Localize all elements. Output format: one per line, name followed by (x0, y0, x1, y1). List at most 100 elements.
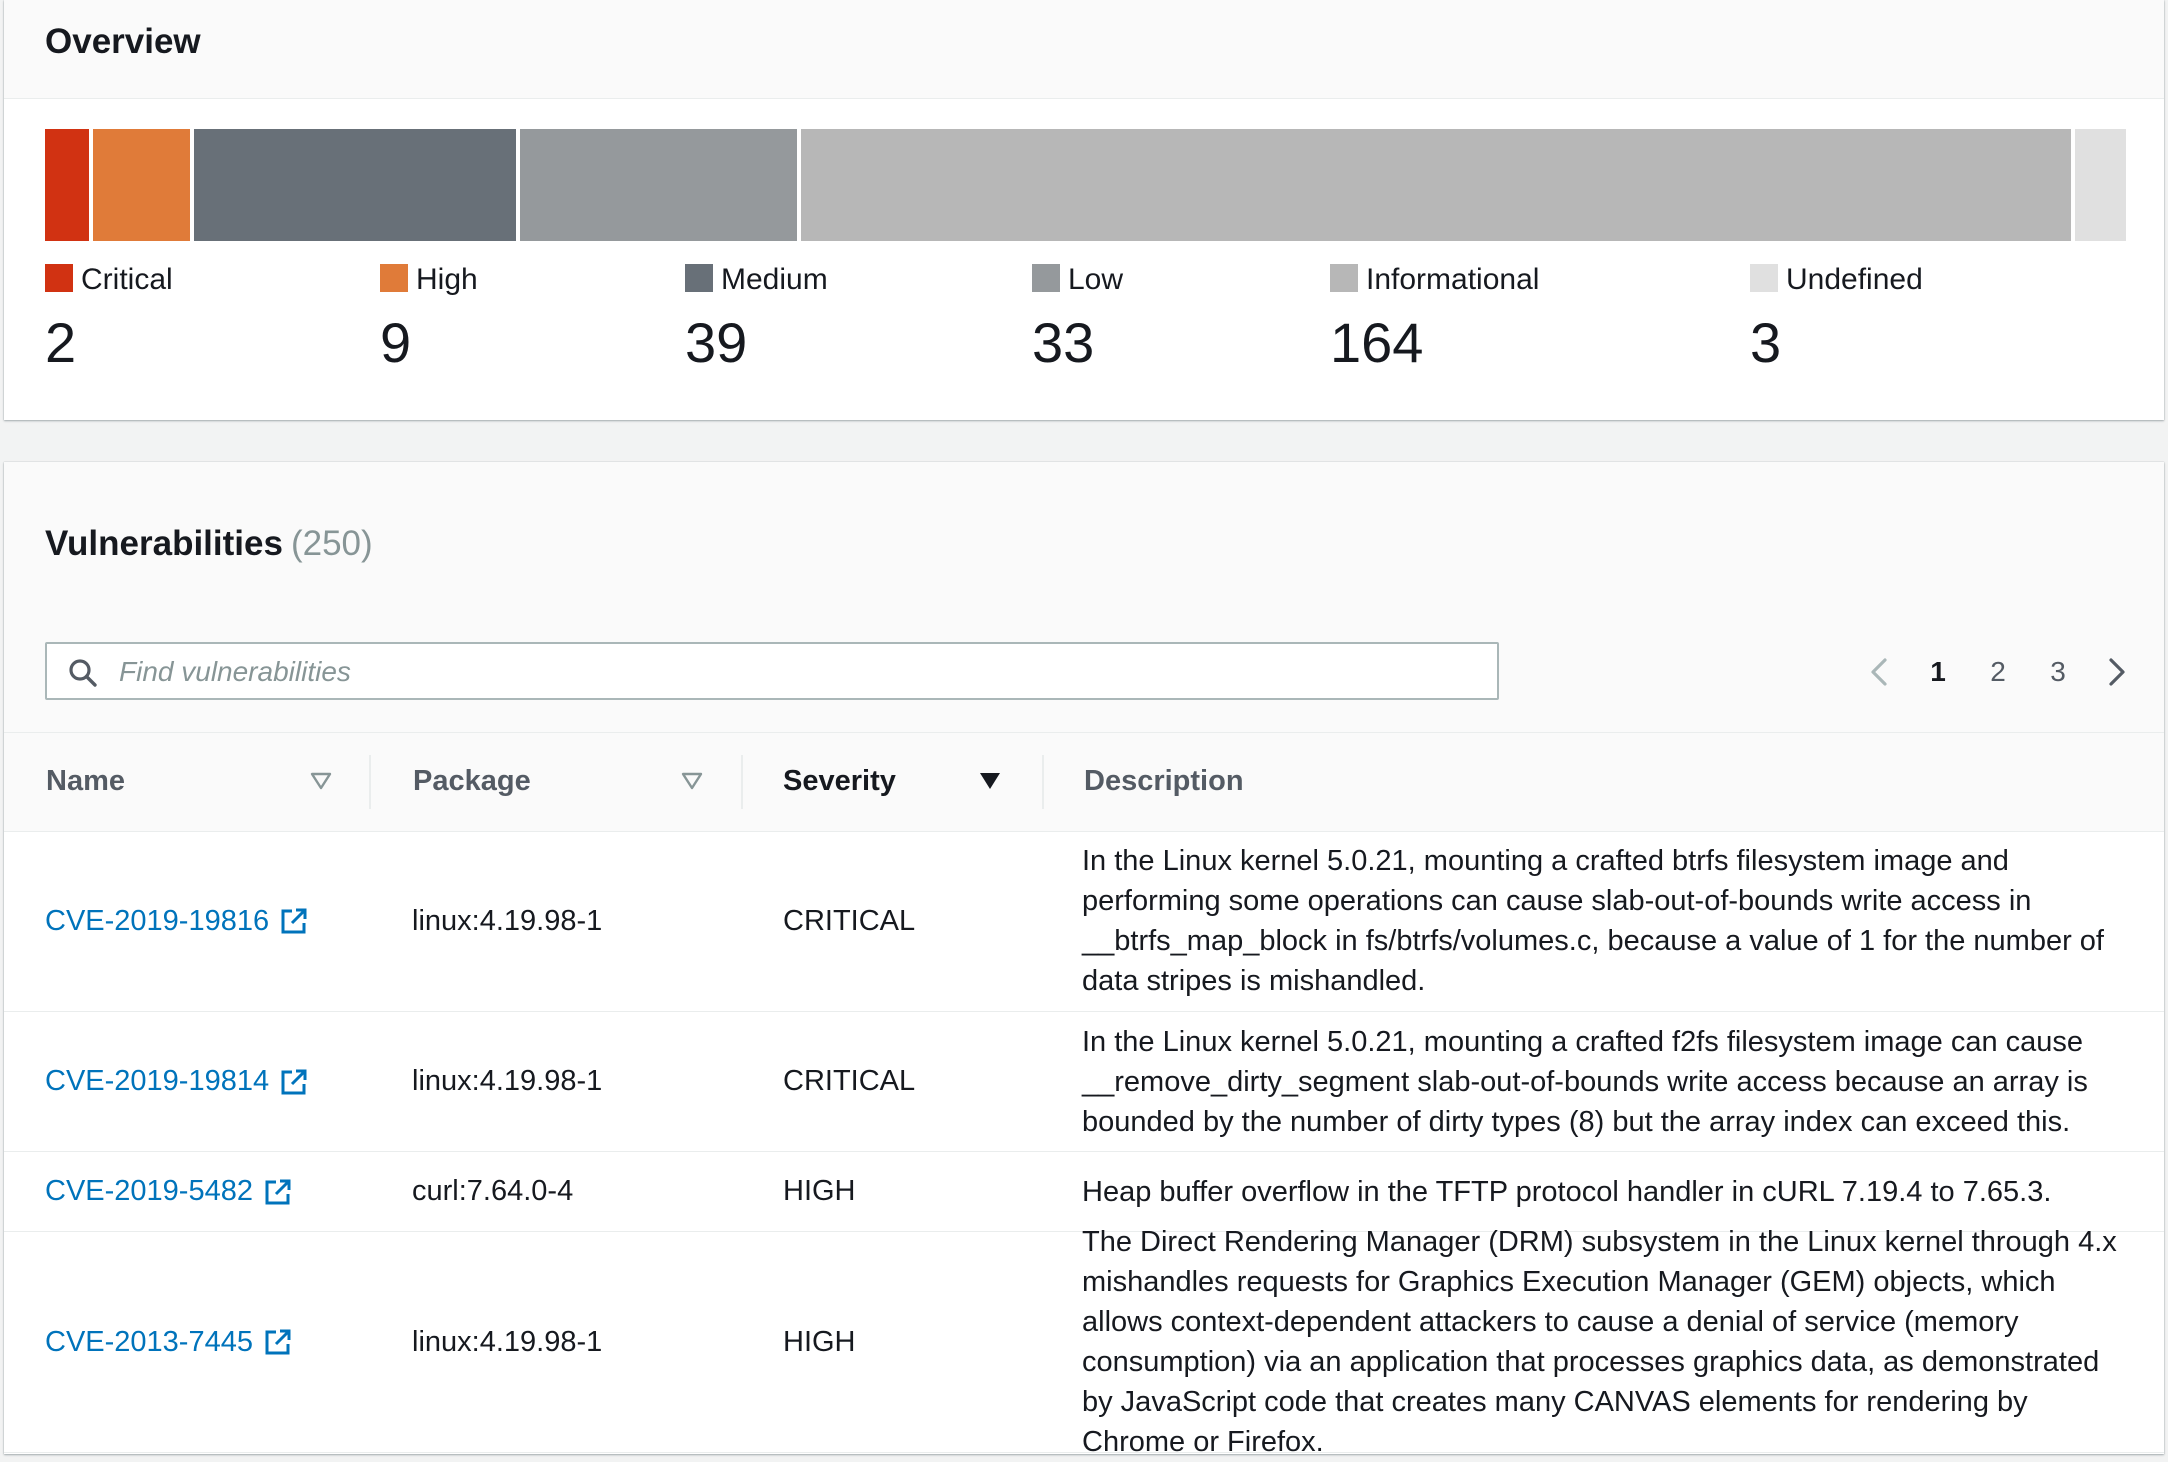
search-box[interactable] (45, 642, 1499, 700)
count-informational: 164 (1330, 311, 1424, 374)
column-header-package[interactable]: Package (371, 733, 741, 831)
package-value: linux:4.19.98-1 (412, 904, 603, 937)
cve-id: CVE-2019-19816 (45, 904, 270, 937)
severity-value: CRITICAL (783, 1065, 916, 1097)
count-undefined: 3 (1750, 311, 1782, 374)
overview-title: Overview (45, 22, 201, 61)
external-link-icon (281, 908, 307, 934)
package-cell: linux:4.19.98-1 (412, 1012, 602, 1151)
description-cell: In the Linux kernel 5.0.21, mounting a c… (1082, 1012, 2122, 1151)
column-label-package: Package (413, 765, 531, 797)
swatch-undefined (1750, 264, 1778, 292)
overview-panel: Overview Critical 2 High 9 Medium 39 Low… (4, 0, 2164, 420)
cve-link[interactable]: CVE-2019-5482 (45, 1175, 293, 1208)
package-cell: curl:7.64.0-4 (412, 1152, 573, 1231)
name-cell: CVE-2019-5482 (45, 1152, 293, 1231)
page-2-button[interactable]: 2 (1990, 656, 2006, 687)
search-icon (69, 659, 97, 687)
search-input[interactable] (117, 646, 1481, 698)
description-text: In the Linux kernel 5.0.21, mounting a c… (1082, 845, 2104, 997)
package-value: linux:4.19.98-1 (412, 1325, 603, 1358)
description-cell: In the Linux kernel 5.0.21, mounting a c… (1082, 831, 2122, 1011)
vulnerabilities-title: Vulnerabilities (250) (45, 522, 373, 566)
column-divider[interactable] (369, 755, 371, 809)
table-row: CVE-2019-5482 curl:7.64.0-4 HIGH Heap bu… (4, 1152, 2164, 1232)
table-row: CVE-2013-7445 linux:4.19.98-1 HIGH The D… (4, 1226, 2164, 1458)
external-link-icon (265, 1329, 291, 1355)
severity-value: HIGH (783, 1325, 856, 1358)
table-row: CVE-2019-19816 linux:4.19.98-1 CRITICAL … (4, 831, 2164, 1012)
severity-bar (45, 129, 2126, 241)
legend-label-low: Low (1068, 263, 1124, 296)
cve-id: CVE-2013-7445 (45, 1325, 253, 1358)
package-value: linux:4.19.98-1 (412, 1065, 603, 1097)
column-header-description: Description (1044, 733, 2144, 831)
sort-descending-icon[interactable] (979, 771, 1001, 791)
sort-caret-icon[interactable] (310, 771, 332, 791)
severity-value: HIGH (783, 1175, 856, 1207)
description-cell: The Direct Rendering Manager (DRM) subsy… (1082, 1226, 2122, 1458)
legend-label-undefined: Undefined (1786, 263, 1923, 296)
description-text: The Direct Rendering Manager (DRM) subsy… (1082, 1226, 2117, 1458)
next-page-icon[interactable] (2098, 654, 2134, 690)
column-divider[interactable] (741, 755, 743, 809)
severity-value: CRITICAL (783, 904, 916, 937)
severity-bar-segment-undefined (2075, 129, 2126, 241)
column-label-description: Description (1084, 765, 1244, 797)
severity-bar-segment-low (520, 129, 797, 241)
cve-id: CVE-2019-19814 (45, 1065, 270, 1097)
column-divider[interactable] (1042, 755, 1044, 809)
swatch-informational (1330, 264, 1358, 292)
vulnerabilities-panel: Vulnerabilities(250) 1 2 3 Name (4, 462, 2164, 1458)
severity-cell: HIGH (783, 1232, 856, 1452)
vulnerabilities-header: Vulnerabilities(250) 1 2 3 (4, 462, 2164, 733)
package-cell: linux:4.19.98-1 (412, 1232, 602, 1452)
vulnerabilities-count: (250) (290, 524, 373, 563)
severity-bar-segment-medium (194, 129, 516, 241)
column-header-severity[interactable]: Severity (743, 733, 1042, 831)
severity-bar-segment-critical (45, 129, 89, 241)
page-1-button[interactable]: 1 (1930, 656, 1946, 687)
description-text: In the Linux kernel 5.0.21, mounting a c… (1082, 1025, 2088, 1138)
description-text: Heap buffer overflow in the TFTP protoco… (1082, 1175, 2052, 1208)
severity-cell: CRITICAL (783, 831, 915, 1011)
swatch-critical (45, 264, 73, 292)
cve-link[interactable]: CVE-2019-19816 (45, 905, 309, 938)
severity-bar-segment-informational (801, 129, 2071, 241)
previous-page-icon[interactable] (1862, 654, 1898, 690)
overview-header: Overview (4, 0, 2164, 99)
name-cell: CVE-2019-19816 (45, 831, 309, 1011)
legend-label-medium: Medium (721, 263, 828, 296)
name-cell: CVE-2019-19814 (45, 1012, 309, 1151)
description-cell: Heap buffer overflow in the TFTP protoco… (1082, 1152, 2122, 1231)
external-link-icon (281, 1069, 307, 1094)
legend-label-high: High (416, 263, 478, 296)
count-medium: 39 (685, 311, 748, 374)
table-header: Name Package Severity Description (4, 733, 2164, 832)
legend-label-informational: Informational (1366, 263, 1540, 296)
count-high: 9 (380, 311, 412, 374)
swatch-medium (685, 264, 713, 292)
name-cell: CVE-2013-7445 (45, 1232, 293, 1452)
severity-cell: HIGH (783, 1152, 856, 1231)
cve-id: CVE-2019-5482 (45, 1175, 253, 1207)
severity-cell: CRITICAL (783, 1012, 915, 1151)
count-critical: 2 (45, 311, 77, 374)
cve-link[interactable]: CVE-2019-19814 (45, 1065, 309, 1098)
table-row: CVE-2019-19814 linux:4.19.98-1 CRITICAL … (4, 1012, 2164, 1152)
column-label-name: Name (46, 765, 125, 797)
external-link-icon (265, 1179, 291, 1204)
package-cell: linux:4.19.98-1 (412, 831, 602, 1011)
count-low: 33 (1032, 311, 1095, 374)
column-header-name[interactable]: Name (4, 733, 369, 831)
swatch-high (380, 264, 408, 292)
cve-link[interactable]: CVE-2013-7445 (45, 1326, 293, 1359)
package-value: curl:7.64.0-4 (412, 1175, 574, 1207)
swatch-low (1032, 264, 1060, 292)
legend-label-critical: Critical (81, 263, 173, 296)
vulnerabilities-heading: Vulnerabilities (45, 524, 283, 563)
severity-bar-segment-high (93, 129, 190, 241)
sort-caret-icon[interactable] (681, 771, 703, 791)
page-3-button[interactable]: 3 (2050, 656, 2066, 687)
column-label-severity: Severity (783, 765, 896, 797)
